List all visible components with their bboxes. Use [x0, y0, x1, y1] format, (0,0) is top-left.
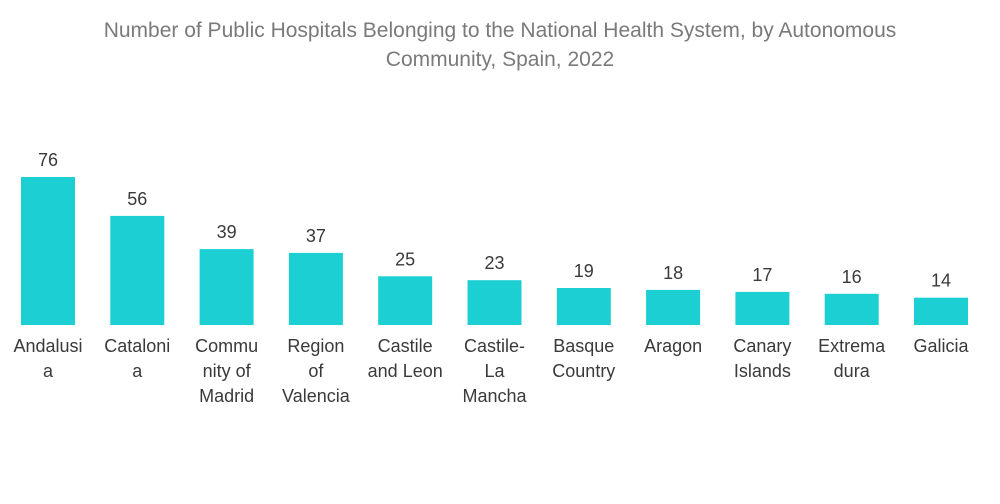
bar-6 [556, 288, 611, 325]
category-label-10: Galicia [913, 336, 969, 356]
category-label-1: Cataloni a [104, 336, 170, 381]
chart-title-line-2: Community, Spain, 2022 [385, 48, 615, 71]
category-label-2: Commu nity of Madrid [195, 336, 258, 406]
category-label-7: Aragon [644, 336, 702, 356]
value-label-3: 37 [306, 226, 326, 246]
category-label-3: Region of Valencia [282, 336, 351, 406]
bar-7 [646, 289, 701, 325]
bar-5 [467, 280, 522, 325]
bar-8 [735, 291, 790, 325]
category-label-5: Castile-La Mancha [462, 336, 527, 406]
chart-title-line-1: Number of Public Hospitals Belonging to … [103, 19, 897, 42]
category-label-0: Andalusi a [13, 336, 82, 381]
value-label-5: 23 [484, 253, 504, 273]
bar-9 [824, 293, 879, 325]
value-label-6: 19 [574, 261, 594, 281]
bar-4 [378, 276, 433, 325]
value-label-2: 39 [217, 222, 237, 242]
chart-title: Number of Public Hospitals Belonging to … [20, 16, 980, 74]
bar-2 [199, 249, 254, 325]
bar-0 [21, 177, 75, 325]
category-label-9: Extrema dura [818, 336, 886, 381]
value-label-4: 25 [395, 249, 415, 269]
value-label-8: 17 [752, 265, 772, 285]
value-label-1: 56 [127, 189, 147, 209]
value-label-7: 18 [663, 263, 683, 283]
bar-1 [110, 215, 165, 325]
value-label-10: 14 [931, 271, 951, 291]
category-label-4: Castile and Leon [368, 336, 443, 381]
value-label-0: 76 [38, 150, 58, 170]
category-label-6: Basque Country [552, 336, 615, 381]
value-label-9: 16 [842, 267, 862, 287]
bar-3 [288, 252, 343, 325]
bar-10 [914, 297, 968, 325]
category-label-8: Canary Islands [733, 336, 791, 381]
